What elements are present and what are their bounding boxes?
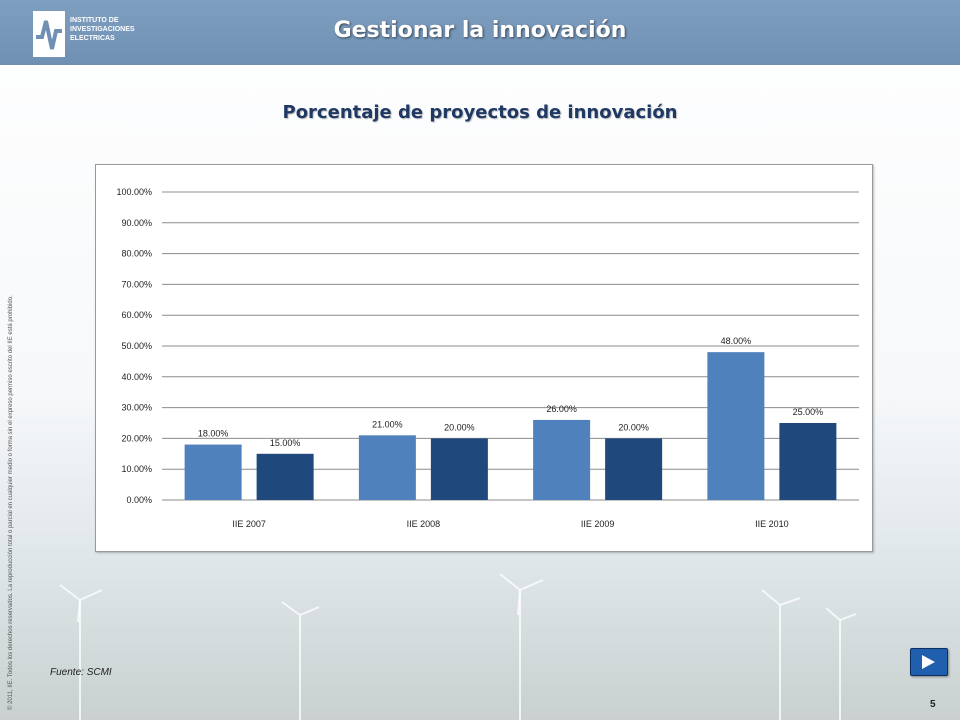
chart-title: Porcentaje de proyectos de innovación (282, 102, 678, 123)
logo-line-2: INVESTIGACIONES (70, 26, 135, 33)
bar (605, 438, 663, 500)
data-label: 18.00% (198, 429, 229, 439)
play-next-icon (922, 655, 935, 669)
data-label: 26.00% (546, 404, 577, 414)
y-tick-label: 20.00% (121, 433, 152, 443)
page-number: 5 (930, 699, 936, 710)
y-tick-label: 10.00% (121, 464, 152, 474)
header-bar: INSTITUTO DE INVESTIGACIONES ELECTRICAS … (0, 0, 960, 65)
data-label: 20.00% (444, 422, 475, 432)
slide-title: Gestionar la innovación (333, 18, 627, 43)
x-tick-label: IIE 2009 (581, 519, 615, 529)
data-label: 25.00% (793, 407, 824, 417)
x-tick-label: IIE 2007 (232, 519, 266, 529)
copyright-note: © 2011, IIE. Todos los derechos reservad… (8, 295, 14, 710)
data-label: 15.00% (270, 438, 301, 448)
bar (358, 435, 416, 500)
next-slide-button[interactable] (910, 648, 948, 676)
bar (707, 352, 765, 500)
data-label: 20.00% (618, 422, 649, 432)
x-tick-label: IIE 2010 (755, 519, 789, 529)
data-label: 21.00% (372, 419, 403, 429)
bar (533, 419, 591, 500)
bar (184, 444, 242, 500)
y-tick-label: 60.00% (121, 310, 152, 320)
y-tick-label: 90.00% (121, 218, 152, 228)
bar (256, 453, 314, 500)
bar (779, 423, 837, 500)
y-tick-label: 100.00% (116, 187, 152, 197)
y-tick-label: 80.00% (121, 249, 152, 259)
bar (430, 438, 488, 500)
y-tick-label: 0.00% (126, 495, 152, 505)
bar-chart: 0.00% 10.00% 20.00% 30.00% 40.00% 50.00% 60.00… (116, 187, 859, 529)
y-tick-label: 40.00% (121, 372, 152, 382)
y-tick-label: 50.00% (121, 341, 152, 351)
y-tick-label: 30.00% (121, 403, 152, 413)
iie-logo-icon (33, 11, 65, 57)
logo-line-3: ELECTRICAS (70, 35, 115, 42)
source-note: Fuente: SCMI (50, 667, 112, 678)
logo-line-1: INSTITUTO DE (70, 17, 119, 24)
y-tick-label: 70.00% (121, 279, 152, 289)
wind-turbines-background (59, 573, 857, 720)
logo-text: INSTITUTO DE INVESTIGACIONES ELECTRICAS (70, 16, 135, 43)
data-label: 48.00% (721, 336, 752, 346)
chart-container: 0.00% 10.00% 20.00% 30.00% 40.00% 50.00% 60.00… (95, 164, 873, 552)
x-tick-label: IIE 2008 (407, 519, 441, 529)
